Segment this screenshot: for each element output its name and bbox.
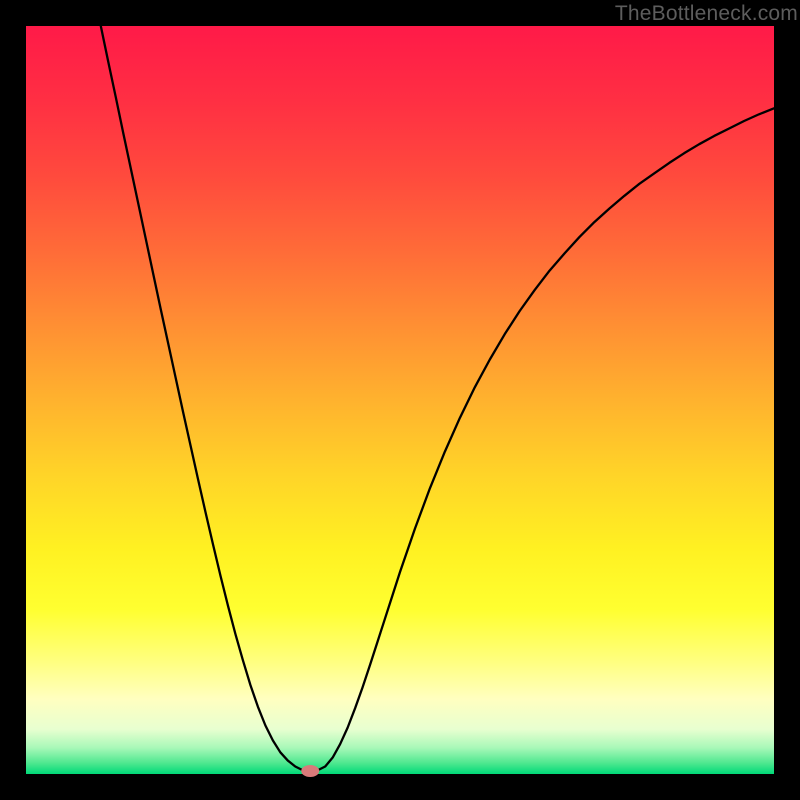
watermark-text: TheBottleneck.com (615, 0, 800, 26)
chart-svg (0, 0, 800, 800)
optimal-marker (301, 765, 319, 777)
figure: TheBottleneck.com (0, 0, 800, 800)
plot-background (26, 26, 774, 774)
